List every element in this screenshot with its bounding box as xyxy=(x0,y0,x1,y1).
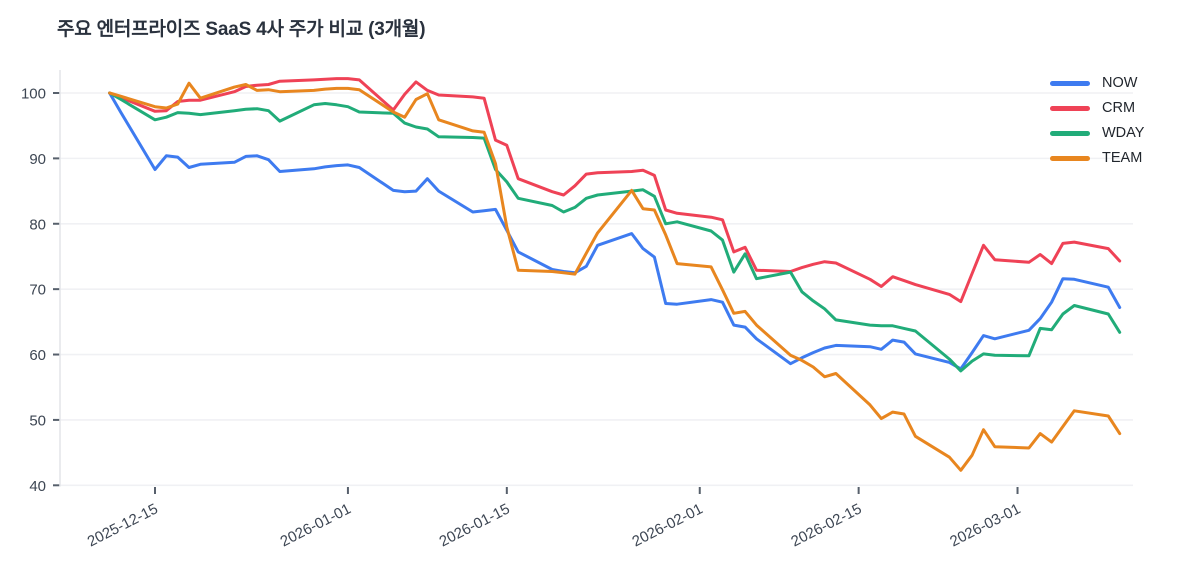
y-tick-label: 50 xyxy=(29,412,46,429)
y-tick-label: 60 xyxy=(29,347,46,364)
x-tick-label: 2026-03-01 xyxy=(947,500,1023,550)
legend-swatch-team xyxy=(1050,156,1090,161)
legend-item-team: TEAM xyxy=(1050,146,1144,171)
x-tick-label: 2026-02-15 xyxy=(788,500,864,550)
legend-label-wday: WDAY xyxy=(1102,125,1145,142)
series-line-team xyxy=(108,81,1122,472)
y-tick-label: 100 xyxy=(21,86,46,103)
legend-label-crm: CRM xyxy=(1102,100,1136,117)
legend-label-now: NOW xyxy=(1102,75,1138,92)
legend-swatch-wday xyxy=(1050,131,1090,136)
series-line-wday xyxy=(108,91,1122,373)
y-tick-label: 40 xyxy=(29,478,46,495)
legend-item-now: NOW xyxy=(1050,71,1144,96)
x-tick-label: 2025-12-15 xyxy=(85,500,161,550)
x-tick-label: 2026-01-01 xyxy=(278,500,354,550)
x-tick-label: 2026-01-15 xyxy=(437,500,513,550)
legend-item-crm: CRM xyxy=(1050,96,1144,121)
legend-swatch-now xyxy=(1050,81,1090,86)
legend-swatch-crm xyxy=(1050,106,1090,111)
legend-label-team: TEAM xyxy=(1102,150,1143,167)
y-tick-label: 90 xyxy=(29,151,46,168)
y-tick-label: 70 xyxy=(29,282,46,299)
series-line-crm xyxy=(108,77,1122,304)
x-tick-label: 2026-02-01 xyxy=(629,500,705,550)
legend: NOW CRM WDAY TEAM xyxy=(1050,71,1144,171)
y-tick-label: 80 xyxy=(29,216,46,233)
chart-title: 주요 엔터프라이즈 SaaS 4사 주가 비교 (3개월) xyxy=(57,19,426,40)
legend-item-wday: WDAY xyxy=(1050,121,1144,146)
series-line-now xyxy=(108,91,1122,371)
